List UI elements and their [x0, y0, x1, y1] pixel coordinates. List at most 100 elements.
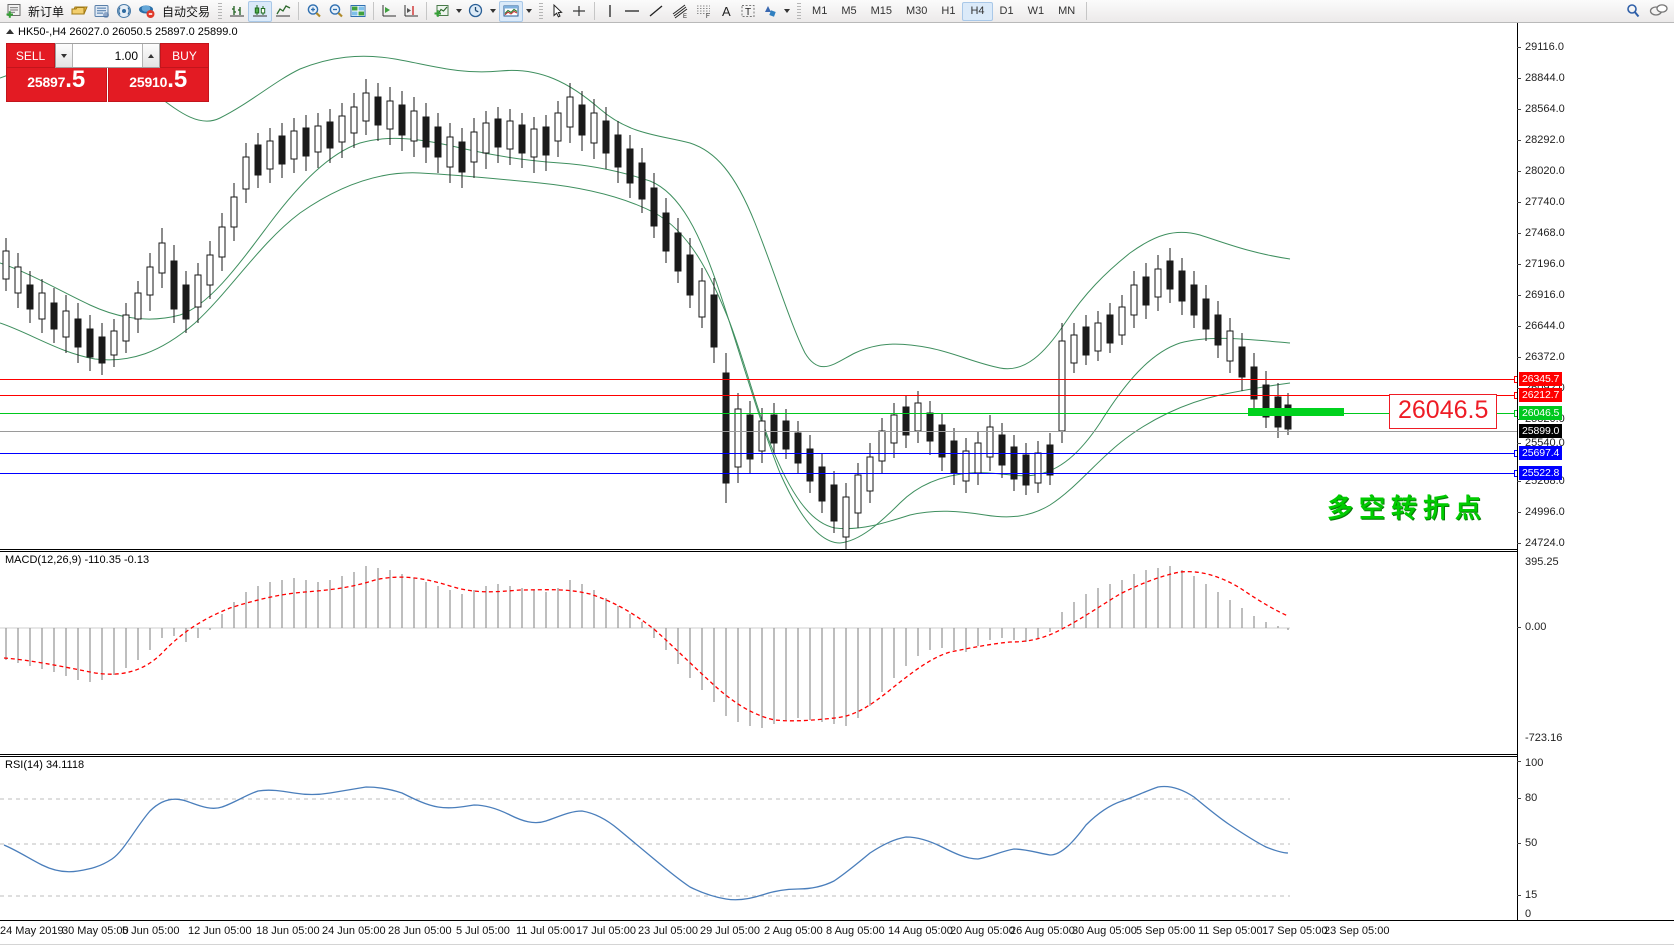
- time-tick-label: 5 Jun 05:00: [122, 925, 180, 937]
- candlestick-chart-icon[interactable]: [248, 0, 273, 22]
- time-axis[interactable]: 24 May 2019 30 May 05:00 5 Jun 05:00 12 …: [0, 920, 1674, 949]
- signal-icon[interactable]: [113, 1, 135, 22]
- autotrade-label[interactable]: 自动交易: [162, 4, 211, 19]
- bar-chart-icon[interactable]: [226, 1, 248, 22]
- cursor-icon[interactable]: [547, 1, 568, 22]
- grid-icon[interactable]: [347, 1, 369, 22]
- price-tick: [1517, 512, 1521, 513]
- price-label-resistance-1[interactable]: 26212.7: [1519, 388, 1563, 402]
- price-tick-label: 26644.0: [1525, 320, 1565, 332]
- fibonacci-icon[interactable]: F: [692, 1, 716, 22]
- price-tick: [1517, 357, 1521, 358]
- crosshair-icon[interactable]: [568, 1, 590, 22]
- price-pane[interactable]: HK50-,H4 26027.0 26050.5 25897.0 25899.0: [0, 23, 1521, 549]
- volume-input[interactable]: 1.00: [114, 48, 138, 63]
- toolbar-grip-1[interactable]: [218, 2, 223, 20]
- timeframe-m5[interactable]: M5: [841, 5, 857, 17]
- shift-end-icon[interactable]: [400, 1, 422, 22]
- price-label-pivot[interactable]: 26046.5: [1519, 406, 1563, 420]
- buy-button[interactable]: BUY: [160, 43, 209, 68]
- collapse-triangle-icon[interactable]: [6, 29, 14, 34]
- chevron-up-icon: [148, 53, 154, 58]
- templates-icon[interactable]: [499, 0, 524, 22]
- time-tick-label: 29 Jul 05:00: [700, 925, 760, 937]
- rsi-tick: [1517, 843, 1521, 844]
- line-chart-icon[interactable]: [272, 1, 294, 22]
- chart-body[interactable]: HK50-,H4 26027.0 26050.5 25897.0 25899.0: [0, 23, 1674, 949]
- price-tick-label: 28564.0: [1525, 103, 1565, 115]
- buy-price-box[interactable]: 25910 .5: [107, 68, 209, 102]
- search-icon[interactable]: [1622, 1, 1646, 22]
- toolbar-separator-5: [1086, 2, 1088, 20]
- volume-stepper[interactable]: 1.00: [55, 43, 160, 68]
- rsi-pane[interactable]: RSI(14) 34.1118: [0, 754, 1517, 920]
- time-tick-label: 30 May 05:00: [62, 925, 129, 937]
- line-stroke: [0, 473, 1517, 474]
- zoom-in-icon[interactable]: [303, 1, 325, 22]
- vline-icon[interactable]: [599, 1, 620, 22]
- templates-caret-icon[interactable]: [526, 9, 533, 13]
- period-caret-icon[interactable]: [490, 9, 497, 13]
- price-tick: [1517, 295, 1521, 296]
- period-clock-icon[interactable]: [465, 1, 487, 22]
- price-tick: [1517, 481, 1521, 482]
- trendline-icon[interactable]: [644, 1, 668, 22]
- price-label-support-1[interactable]: 25697.4: [1519, 446, 1563, 460]
- equidistant-channel-icon[interactable]: E: [668, 1, 692, 22]
- timeframe-h1[interactable]: H1: [941, 5, 956, 17]
- price-label-current: 25899.0: [1519, 424, 1563, 438]
- one-click-trade-panel[interactable]: SELL 1.00 BUY 25897 .: [6, 43, 209, 102]
- new-order-label[interactable]: 新订单: [28, 4, 65, 19]
- price-label-support-2[interactable]: 25522.8: [1519, 466, 1563, 480]
- autotrade-icon[interactable]: [135, 1, 158, 22]
- timeframe-m15[interactable]: M15: [870, 5, 892, 17]
- macd-scale[interactable]: 395.25 0.00 -723.16: [1517, 549, 1674, 754]
- macd-tick: [1517, 627, 1521, 628]
- toolbar-grip-2[interactable]: [539, 2, 544, 20]
- folder-icon[interactable]: [68, 1, 91, 22]
- zoom-out-icon[interactable]: [325, 1, 347, 22]
- toolbar-grip-3[interactable]: [797, 2, 802, 20]
- shift-start-icon[interactable]: [378, 1, 400, 22]
- text-icon[interactable]: A: [716, 1, 737, 22]
- symbol-header: HK50-,H4 26027.0 26050.5 25897.0 25899.0: [6, 26, 238, 38]
- macd-tick-label: -723.16: [1525, 732, 1563, 744]
- add-indicator-icon[interactable]: [431, 1, 453, 22]
- price-tick: [1517, 264, 1521, 265]
- chat-icon[interactable]: [1646, 1, 1672, 22]
- macd-pane[interactable]: MACD(12,26,9) -110.35 -0.13: [0, 549, 1517, 754]
- price-tick-label: 26916.0: [1525, 289, 1565, 301]
- time-tick-label: 5 Sep 05:00: [1136, 925, 1196, 937]
- line-stroke: [0, 395, 1517, 396]
- rsi-scale[interactable]: 100 80 50 15 0: [1517, 754, 1674, 920]
- price-label-resistance-2[interactable]: 26345.7: [1519, 372, 1563, 386]
- timeframe-d1[interactable]: D1: [999, 5, 1014, 17]
- text-label-icon[interactable]: T: [737, 1, 759, 22]
- timeframe-h4[interactable]: H4: [962, 1, 993, 21]
- timeframe-m30[interactable]: M30: [906, 5, 928, 17]
- highlight-zone-green[interactable]: [1248, 408, 1344, 416]
- timeframe-mn[interactable]: MN: [1058, 5, 1076, 17]
- shapes-caret-icon[interactable]: [784, 9, 791, 13]
- volume-increase-button[interactable]: [142, 44, 159, 67]
- price-callout[interactable]: 26046.5: [1389, 394, 1498, 429]
- macd-tick-label: 395.25: [1525, 556, 1559, 568]
- hline-icon[interactable]: [620, 1, 644, 22]
- sell-price-decimal: .5: [65, 66, 86, 93]
- news-icon[interactable]: [91, 1, 113, 22]
- add-indicator-caret-icon[interactable]: [456, 9, 463, 13]
- rsi-tick: [1517, 895, 1521, 896]
- time-tick-label: 2 Aug 05:00: [764, 925, 823, 937]
- sell-button[interactable]: SELL: [6, 43, 55, 68]
- price-tick-label: 27196.0: [1525, 258, 1565, 270]
- rsi-tick-label: 100: [1525, 757, 1544, 769]
- sell-price-box[interactable]: 25897 .5: [6, 68, 107, 102]
- timeframe-m1[interactable]: M1: [812, 5, 828, 17]
- rsi-axis-line: [1517, 754, 1518, 920]
- price-tick-label: 28020.0: [1525, 165, 1565, 177]
- price-scale[interactable]: 29116.0 28844.0 28564.0 28292.0 28020.0 …: [1517, 23, 1674, 549]
- new-order-icon[interactable]: [2, 1, 24, 22]
- volume-decrease-button[interactable]: [56, 44, 73, 67]
- shapes-icon[interactable]: [759, 1, 781, 22]
- timeframe-w1[interactable]: W1: [1027, 5, 1045, 17]
